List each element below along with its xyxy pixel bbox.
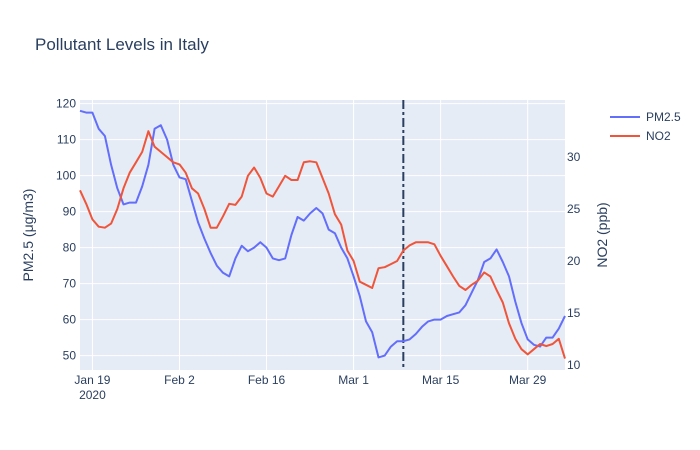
y-axis-left: 50 60 70 80 90 100 110 120: [56, 97, 76, 363]
y-right-tick-label: 10: [567, 358, 581, 372]
series-line-pm2-5: [79, 109, 566, 359]
y-axis-left-title: PM2.5 (μg/m3): [20, 189, 36, 282]
legend-label: PM2.5: [646, 110, 681, 124]
y-left-tick-label: 110: [57, 133, 76, 147]
y-left-tick-label: 100: [56, 169, 76, 183]
y-left-tick-label: 80: [63, 241, 77, 255]
plot-area: [80, 100, 565, 370]
x-tick-label: Mar 1: [338, 373, 369, 387]
gridlines: [80, 100, 565, 370]
chart-title: Pollutant Levels in Italy: [35, 35, 209, 54]
y-right-tick-label: 15: [567, 306, 581, 320]
y-left-tick-label: 60: [63, 313, 77, 327]
y-axis-right-title: NO2 (ppb): [594, 202, 610, 267]
y-right-tick-label: 30: [567, 150, 581, 164]
x-tick-label: Feb 16: [248, 373, 286, 387]
x-tick-label: Mar 29: [509, 373, 547, 387]
x-tick-label: Feb 2: [164, 373, 195, 387]
x-tick-label: Mar 15: [422, 373, 460, 387]
y-left-tick-label: 70: [63, 277, 77, 291]
x-tick-label: Jan 19: [74, 373, 110, 387]
series-line-no2: [79, 130, 566, 359]
y-right-tick-label: 25: [567, 202, 581, 216]
y-left-tick-label: 120: [56, 97, 76, 111]
legend-label: NO2: [646, 129, 671, 143]
y-axis-right: 10 15 20 25 30: [567, 150, 581, 372]
y-left-tick-label: 50: [63, 349, 77, 363]
legend[interactable]: PM2.5 NO2: [610, 110, 681, 143]
series-layer: [79, 109, 566, 359]
y-right-tick-label: 20: [567, 254, 581, 268]
x-tick-year-label: 2020: [79, 388, 106, 402]
y-left-tick-label: 90: [63, 205, 77, 219]
